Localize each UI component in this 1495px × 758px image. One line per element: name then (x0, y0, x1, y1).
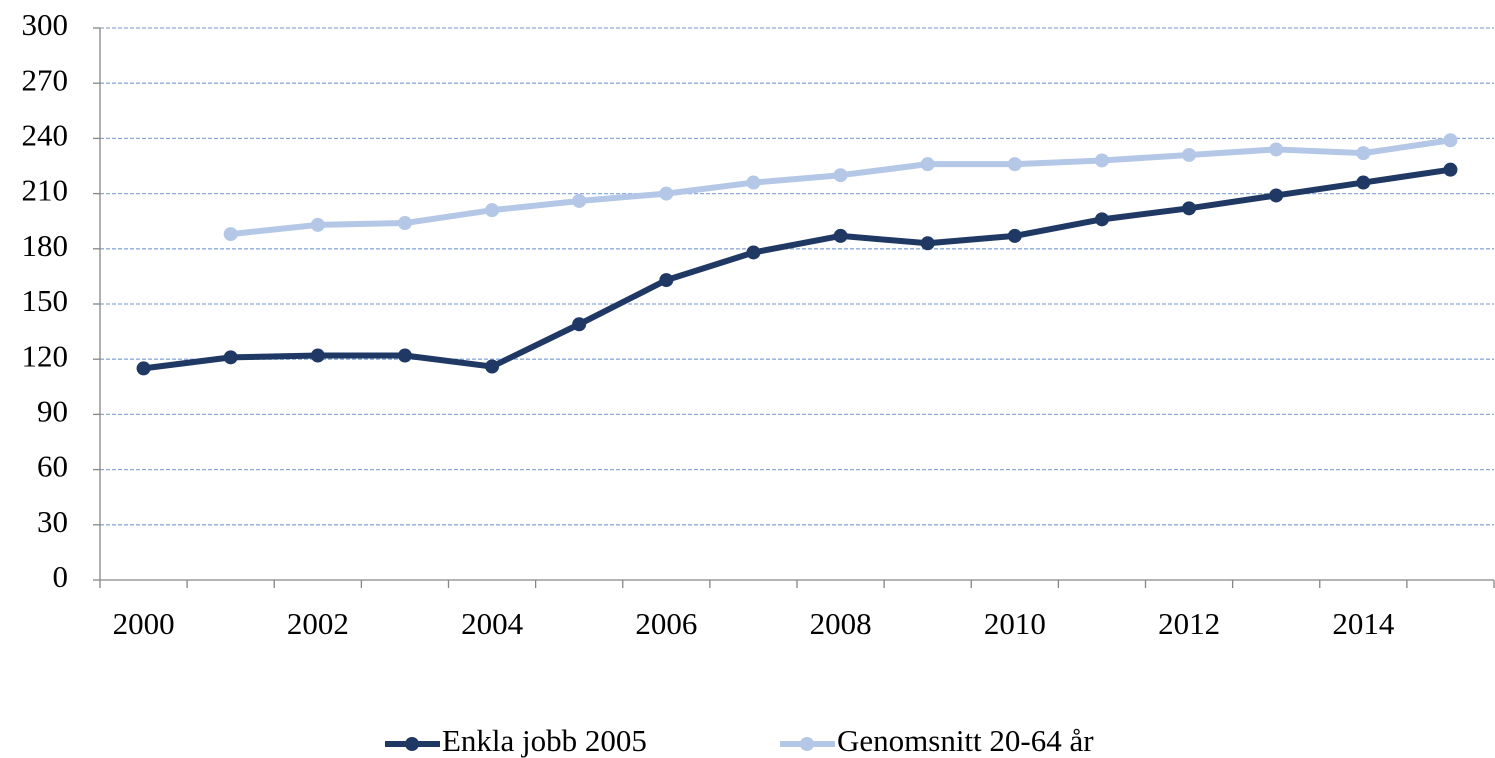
y-tick-label: 30 (37, 504, 68, 539)
data-point (397, 348, 412, 363)
data-point (1269, 188, 1284, 203)
y-tick-label: 0 (53, 559, 69, 594)
series-line (143, 166, 1451, 372)
y-tick-label: 150 (22, 283, 69, 318)
x-tick-label: 2010 (984, 606, 1046, 641)
legend-label: Enkla jobb 2005 (442, 723, 647, 758)
data-point (223, 227, 238, 242)
data-point (1094, 153, 1109, 168)
y-tick-label: 300 (22, 7, 69, 42)
data-point (572, 193, 587, 208)
data-point (1094, 212, 1109, 227)
data-point (833, 228, 848, 243)
x-tick-label: 2006 (635, 606, 697, 641)
x-tick-label: 2012 (1158, 606, 1220, 641)
series-line (230, 137, 1451, 238)
data-point (746, 175, 761, 190)
data-point (1182, 147, 1197, 162)
data-point (1007, 228, 1022, 243)
data-point (1443, 162, 1458, 177)
x-tick-label: 2014 (1332, 606, 1395, 641)
data-point (572, 317, 587, 332)
legend-marker (405, 737, 419, 751)
data-point (310, 217, 325, 232)
y-tick-label: 270 (22, 62, 69, 97)
data-point (659, 186, 674, 201)
legend-marker (800, 737, 814, 751)
data-point (659, 273, 674, 288)
data-point (223, 350, 238, 365)
data-point (1443, 133, 1458, 148)
y-tick-label: 210 (22, 173, 69, 208)
data-point (485, 203, 500, 218)
x-tick-label: 2000 (113, 606, 175, 641)
data-point (1356, 146, 1371, 161)
data-point (485, 359, 500, 374)
y-tick-label: 120 (22, 338, 69, 373)
data-point (397, 216, 412, 231)
data-point (1182, 201, 1197, 216)
y-tick-label: 240 (22, 118, 69, 153)
data-point (1007, 157, 1022, 172)
data-point (833, 168, 848, 183)
data-point (920, 157, 935, 172)
x-tick-label: 2004 (461, 606, 524, 641)
data-point (1356, 175, 1371, 190)
data-point (136, 361, 151, 376)
data-point (746, 245, 761, 260)
data-point (1269, 142, 1284, 157)
x-tick-label: 2002 (287, 606, 349, 641)
y-tick-label: 90 (37, 394, 68, 429)
x-tick-label: 2008 (810, 606, 872, 641)
legend-label: Genomsnitt 20-64 år (837, 723, 1094, 758)
data-point (920, 236, 935, 251)
y-tick-label: 60 (37, 449, 68, 484)
data-point (310, 348, 325, 363)
y-tick-label: 180 (22, 228, 69, 263)
